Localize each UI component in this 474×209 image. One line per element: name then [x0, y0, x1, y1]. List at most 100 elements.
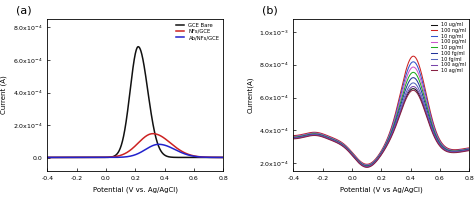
100 ng/ml: [429, 117, 435, 120]
10 ug/ml: [410, 87, 416, 90]
100 ng/ml: [372, 159, 377, 162]
100 ag/ml: [372, 162, 377, 164]
100 pg/ml: [300, 134, 305, 137]
10 pg/ml: [462, 149, 467, 151]
10 ng/ml: [410, 61, 416, 63]
100 ng/ml: [466, 147, 472, 149]
100 ag/ml: [410, 85, 416, 88]
100 ng/ml: [364, 163, 370, 166]
10 ag/ml: [376, 157, 382, 159]
Ab/NFs/GCE: [215, 156, 221, 159]
Ab/NFs/GCE: [45, 156, 50, 159]
Line: 10 ag/ml: 10 ag/ml: [293, 90, 469, 167]
10 ng/ml: [372, 160, 377, 162]
Line: 10 fg/ml: 10 fg/ml: [293, 83, 469, 167]
GCE Bare: [54, 156, 59, 159]
100 ag/ml: [466, 149, 472, 151]
100 pg/ml: [376, 154, 382, 157]
GCE Bare: [215, 156, 221, 159]
Y-axis label: Current (A): Current (A): [0, 76, 7, 115]
NFs/GCE: [125, 150, 131, 153]
10 ug/ml: [429, 129, 435, 131]
Legend: GCE Bare, NFs/GCE, Ab/NFs/GCE: GCE Bare, NFs/GCE, Ab/NFs/GCE: [175, 22, 220, 41]
GCE Bare: [130, 67, 136, 70]
10 ug/ml: [376, 155, 382, 158]
10 pg/ml: [364, 164, 370, 167]
100 pg/ml: [410, 66, 416, 68]
10 fg/ml: [429, 127, 435, 130]
Ab/NFs/GCE: [54, 156, 59, 159]
NFs/GCE: [220, 156, 226, 159]
100 ag/ml: [364, 166, 370, 168]
Line: Ab/NFs/GCE: Ab/NFs/GCE: [47, 144, 223, 157]
100 fg/ml: [291, 136, 296, 139]
Text: (a): (a): [16, 6, 31, 16]
100 ng/ml: [461, 147, 467, 150]
Line: NFs/GCE: NFs/GCE: [47, 134, 223, 157]
100 ag/ml: [462, 150, 467, 152]
10 ng/ml: [291, 135, 296, 138]
10 ug/ml: [291, 136, 296, 139]
100 fg/ml: [372, 161, 377, 164]
10 ng/ml: [376, 154, 382, 157]
100 pg/ml: [372, 160, 377, 163]
10 ag/ml: [462, 150, 467, 153]
10 ug/ml: [372, 161, 377, 163]
NFs/GCE: [215, 156, 221, 159]
Ab/NFs/GCE: [130, 154, 136, 157]
10 fg/ml: [300, 135, 305, 138]
GCE Bare: [220, 156, 226, 159]
10 ag/ml: [429, 131, 435, 133]
10 pg/ml: [372, 161, 377, 163]
10 ug/ml: [364, 164, 370, 167]
Y-axis label: Current(A): Current(A): [247, 77, 253, 113]
100 ng/ml: [300, 133, 305, 136]
GCE Bare: [45, 156, 50, 159]
100 fg/ml: [466, 148, 472, 151]
10 pg/ml: [376, 155, 382, 157]
100 pg/ml: [429, 122, 435, 124]
NFs/GCE: [215, 156, 221, 159]
GCE Bare: [183, 156, 189, 159]
100 pg/ml: [466, 148, 472, 150]
100 pg/ml: [364, 164, 370, 167]
10 ag/ml: [461, 150, 467, 153]
Ab/NFs/GCE: [220, 156, 226, 159]
10 fg/ml: [462, 149, 467, 152]
10 pg/ml: [300, 135, 305, 137]
100 ag/ml: [461, 150, 467, 152]
10 pg/ml: [291, 136, 296, 139]
Ab/NFs/GCE: [156, 143, 162, 145]
100 fg/ml: [410, 76, 416, 79]
10 pg/ml: [466, 148, 472, 150]
100 pg/ml: [462, 148, 467, 151]
100 fg/ml: [364, 165, 370, 167]
10 pg/ml: [461, 149, 467, 151]
100 fg/ml: [376, 155, 382, 158]
100 ag/ml: [300, 136, 305, 138]
GCE Bare: [215, 156, 221, 159]
NFs/GCE: [183, 152, 189, 155]
Ab/NFs/GCE: [215, 156, 221, 159]
100 ng/ml: [376, 153, 382, 156]
10 pg/ml: [429, 124, 435, 126]
Line: 100 pg/ml: 100 pg/ml: [293, 67, 469, 165]
10 fg/ml: [291, 137, 296, 139]
Ab/NFs/GCE: [183, 153, 189, 155]
10 fg/ml: [372, 161, 377, 164]
Line: 100 ag/ml: 100 ag/ml: [293, 87, 469, 167]
Line: GCE Bare: GCE Bare: [47, 47, 223, 157]
10 ag/ml: [300, 136, 305, 139]
NFs/GCE: [54, 156, 59, 159]
10 ug/ml: [466, 148, 472, 150]
NFs/GCE: [45, 156, 50, 159]
Text: (b): (b): [262, 6, 278, 16]
10 ag/ml: [372, 162, 377, 165]
100 ag/ml: [376, 156, 382, 159]
10 fg/ml: [376, 156, 382, 158]
100 fg/ml: [461, 149, 467, 152]
NFs/GCE: [130, 147, 136, 149]
10 fg/ml: [364, 165, 370, 168]
100 ag/ml: [291, 137, 296, 140]
10 fg/ml: [466, 149, 472, 151]
